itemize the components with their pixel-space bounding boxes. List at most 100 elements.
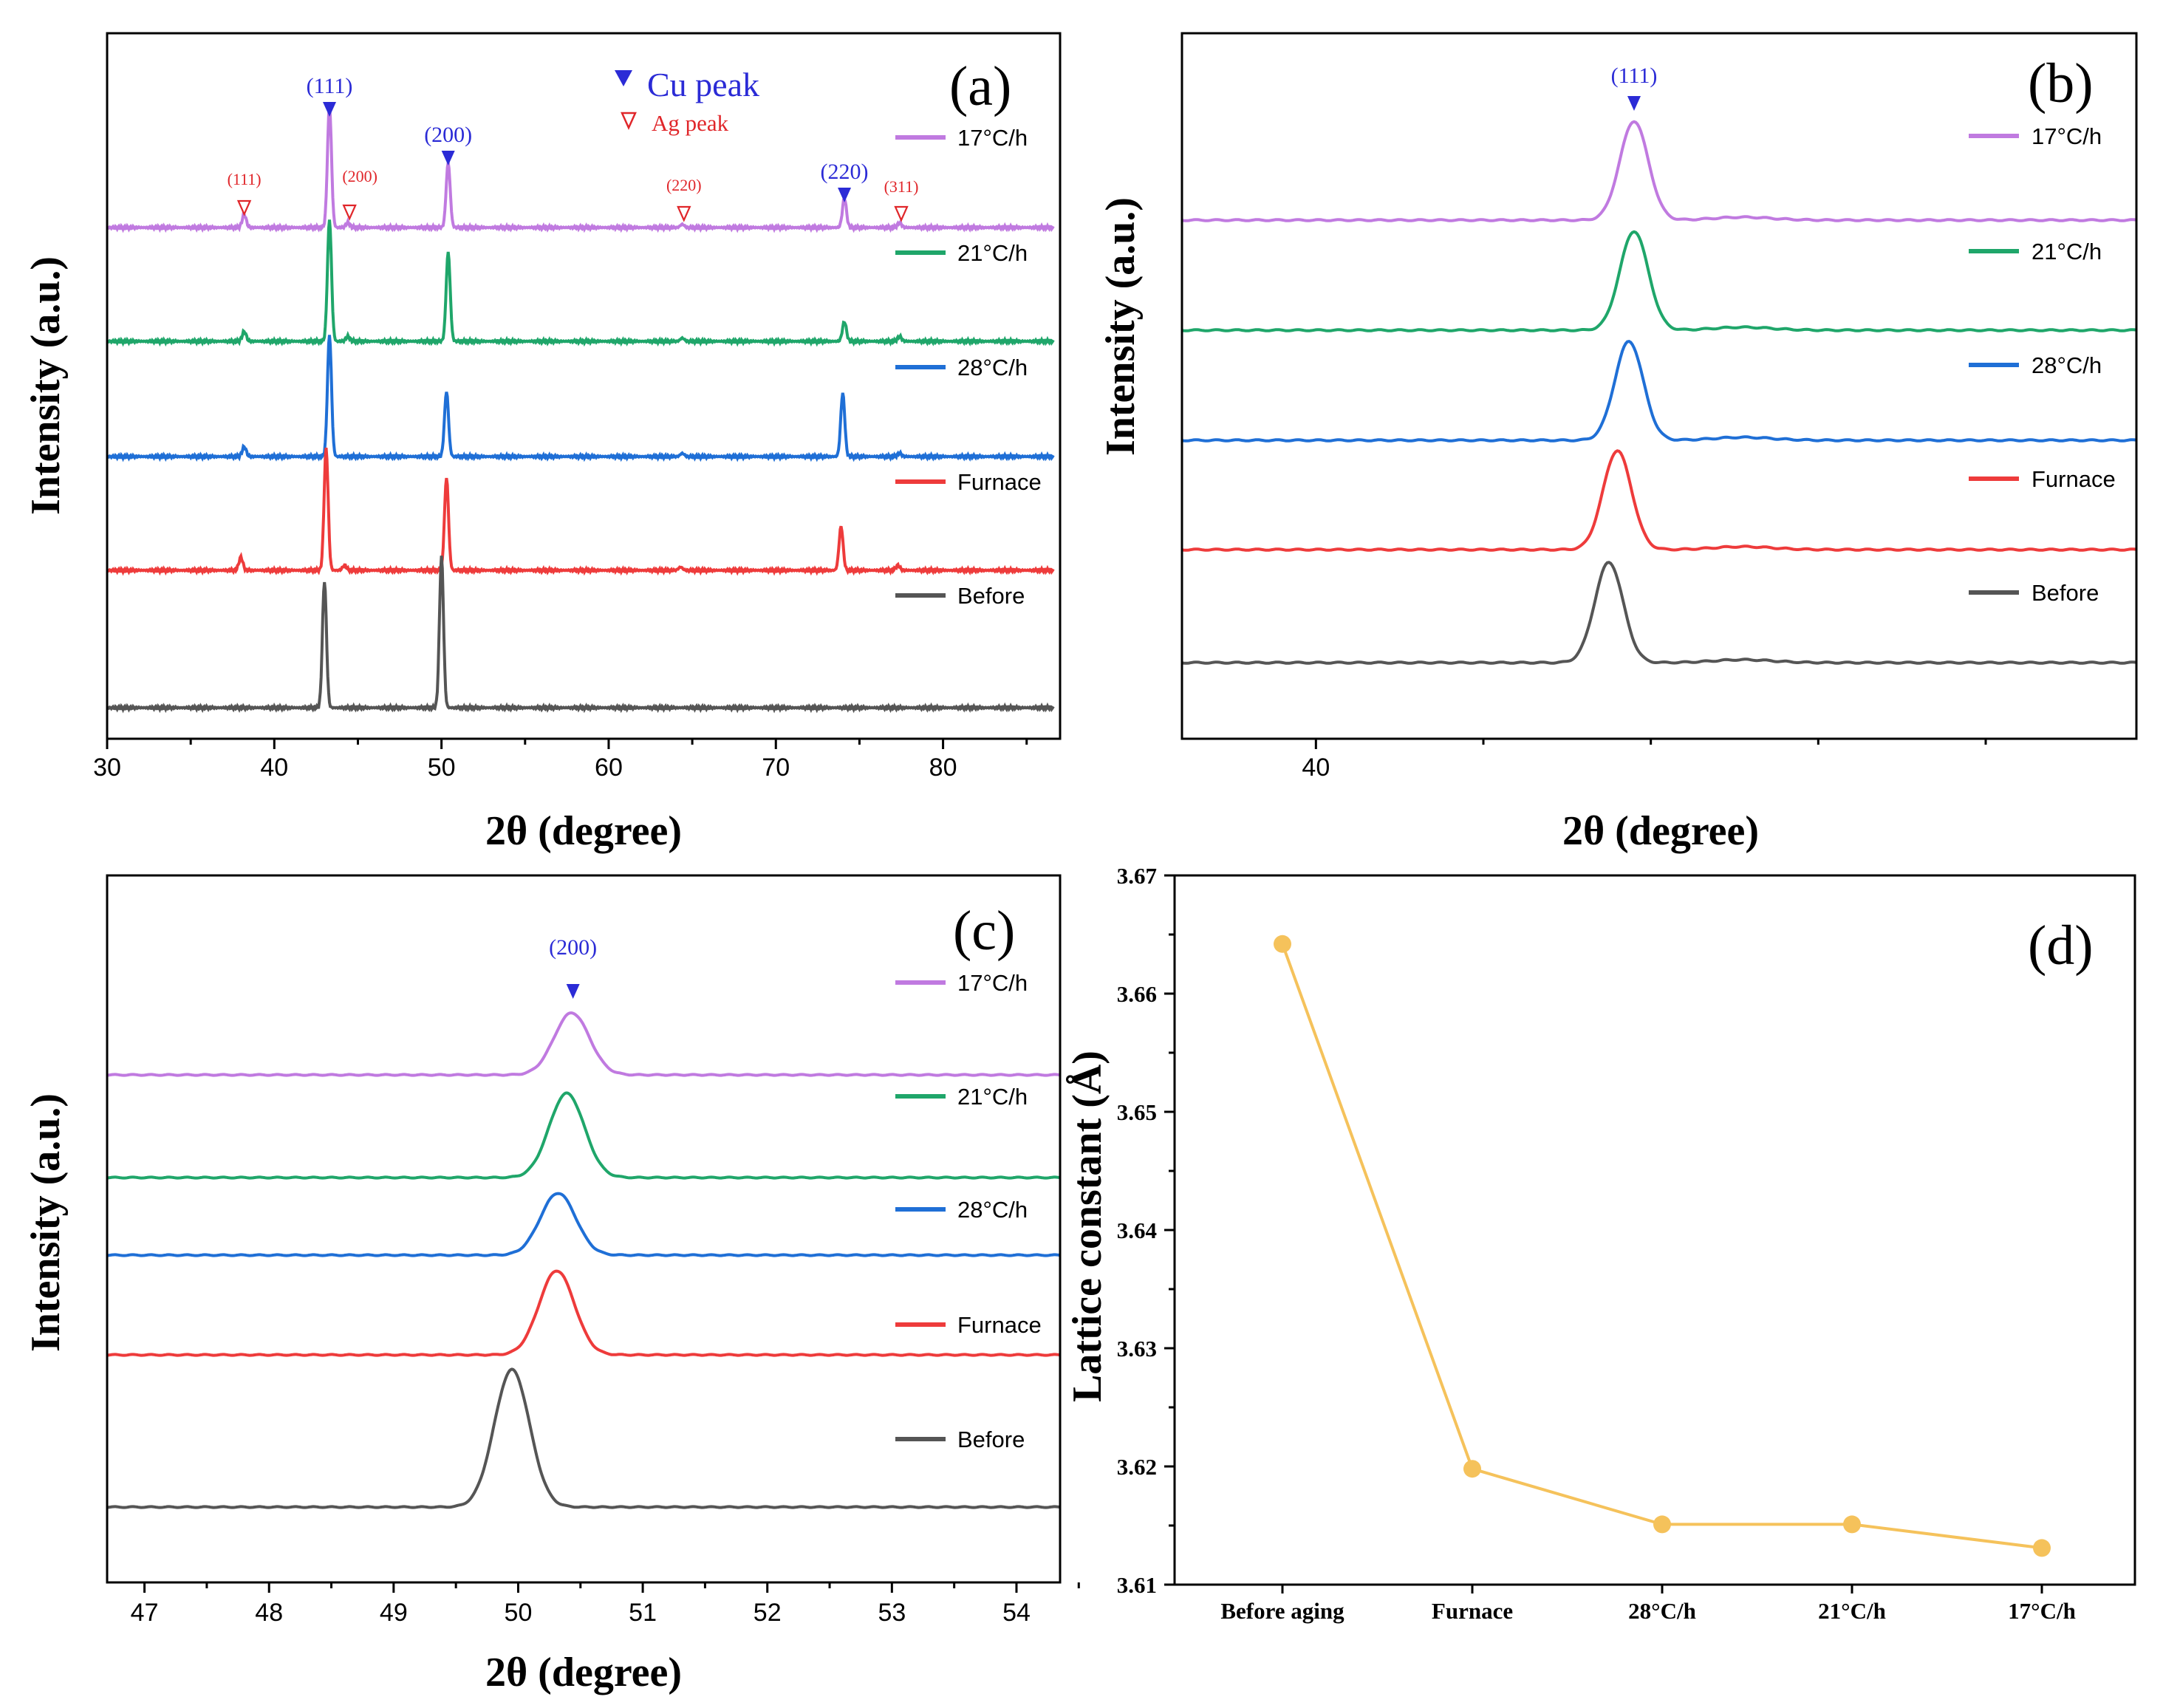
panel-a-x-axis: 30 40 50 60 70 80 [93,739,1028,782]
panel-a-x-title: 2θ (degree) [485,808,682,854]
x-tick-label-70: 70 [762,754,790,782]
data-point-furnace [1463,1460,1481,1478]
data-point-17c-h [2033,1539,2051,1557]
legend-label-21c-h: 21°C/h [957,1084,1028,1110]
panel-d-frame [1173,874,2136,1586]
panel-c-label: (c) [953,900,1015,962]
y-tick-label: 3.65 [1117,1099,1157,1125]
y-tick-label: 3.67 [1117,863,1157,889]
x-category-label-before-aging: Before aging [1220,1598,1344,1624]
cu-peak-label: (111) [307,74,353,98]
cu-peak-label: (200) [424,123,472,147]
legend-label-before: Before [957,1427,1025,1452]
panel-c-x-axis: 47 48 49 50 51 52 53 54 [131,1582,1080,1627]
cu-peak-legend-marker [615,70,632,86]
x-category-label-28c-h: 28°C/h [1628,1598,1696,1624]
panel-c-y-title: Intensity (a.u.) [23,1093,69,1352]
x-category-label-17c-h: 17°C/h [2008,1598,2076,1624]
trace-b-17c-h [1181,120,2137,222]
legend-label-21c-h: 21°C/h [2032,239,2102,264]
cu-peak-marker [1627,96,1641,111]
trace-c-before [106,1367,1061,1509]
x-tick-label-50: 50 [505,1599,533,1627]
trace-c-furnace [106,1269,1061,1357]
x-tick-label-52: 52 [754,1599,782,1627]
cu-peak-marker [441,151,455,165]
panel-c-frame [106,874,1062,1584]
legend-label-17c-h: 17°C/h [957,125,1028,151]
trace-a-28c-h [106,335,1055,462]
x-tick-label-40: 40 [1302,754,1330,782]
ag-peak-label: (111) [228,170,262,188]
x-tick-label-80: 80 [929,754,957,782]
panel-b-x-axis: 40 [1302,739,1987,782]
trace-c-17c-h [106,1011,1061,1077]
panel-b-x-title: 2θ (degree) [1562,808,1759,854]
ag-peak-legend-text: Ag peak [652,110,729,136]
panel-d-label: (d) [2028,915,2094,977]
x-category-label-21c-h: 21°C/h [1818,1598,1886,1624]
x-tick-label-54: 54 [1002,1599,1031,1627]
ag-peak-marker [236,199,252,216]
panel-a-label: (a) [949,55,1011,117]
x-tick-label-50: 50 [428,754,456,782]
trace-b-before [1181,561,2137,665]
x-category-label-furnace: Furnace [1432,1598,1513,1624]
cu-peak-label: (200) [549,935,597,960]
legend-label-before: Before [2032,580,2099,606]
x-tick-label-30: 30 [93,754,121,782]
panel-a-y-title: Intensity (a.u.) [23,256,69,515]
ag-peak-marker [342,204,357,221]
panel-a-legend: 17°C/h 21°C/h 28°C/h Furnace Before [895,125,1042,609]
data-point-21c-h [1843,1515,1861,1534]
ag-peak-legend-marker [621,112,637,131]
panel-a: 30 40 50 60 70 80 17°C/h 21°C/h 28°C/h Furnace Be… [23,32,1062,854]
trace-c-21c-h [106,1091,1061,1180]
panel-c-legend: 17°C/h 21°C/h 28°C/h Furnace Before [895,970,1042,1452]
cu-peak-marker [323,102,336,117]
trace-b-21c-h [1181,230,2137,332]
panel-d: 3.61 3.62 3.63 3.64 3.65 3.66 3.67 Before aging… [1065,863,2136,1624]
trace-a-17c-h [106,106,1055,233]
cu-peak-marker [566,984,580,999]
cu-peak-label: (220) [821,160,869,184]
trace-a-before [106,556,1055,714]
cu-peak-label: (111) [1611,64,1658,88]
y-tick-label: 3.66 [1117,981,1157,1007]
legend-label-28c-h: 28°C/h [2032,352,2102,378]
panel-b-peak-markers: (111) [1611,64,1658,111]
x-tick-label-53: 53 [878,1599,906,1627]
legend-label-28c-h: 28°C/h [957,1197,1028,1223]
x-tick-label-40: 40 [260,754,288,782]
x-tick-label-51: 51 [629,1599,657,1627]
panel-c-x-title: 2θ (degree) [485,1650,682,1695]
x-tick-label-48: 48 [255,1599,283,1627]
legend-label-21c-h: 21°C/h [957,240,1028,266]
y-tick-label: 3.62 [1117,1454,1157,1480]
x-tick-label-49: 49 [380,1599,408,1627]
legend-label-furnace: Furnace [957,469,1042,495]
ag-peak-marker [894,205,909,222]
panel-b-legend: 17°C/h 21°C/h 28°C/h Furnace Before [1969,123,2116,606]
trace-c-28c-h [106,1192,1061,1257]
ag-peak-marker [677,205,691,222]
legend-label-17c-h: 17°C/h [957,970,1028,996]
panel-b-frame [1180,32,2138,740]
y-tick-label: 3.61 [1117,1572,1157,1598]
legend-label-17c-h: 17°C/h [2032,123,2102,149]
legend-label-furnace: Furnace [2032,466,2116,492]
trace-a-21c-h [106,219,1055,347]
panel-c-peak-markers: (200) [549,935,597,999]
panel-a-traces [106,106,1055,714]
panel-d-y-title: Lattice constant (Å) [1065,1051,1110,1402]
trace-b-28c-h [1181,339,2137,443]
trace-b-furnace [1181,449,2137,552]
ag-peak-label: (200) [342,167,377,185]
panel-b: 40 17°C/h 21°C/h 28°C/h Furnace Before (111)… [1098,32,2138,854]
panel-b-traces [1181,120,2137,665]
panel-c-traces [106,1011,1061,1509]
legend-label-before: Before [957,583,1025,609]
panel-a-peak-markers: (111) (200) (220) (111) (200) (220) (311) [228,74,918,222]
data-point-before-aging [1274,935,1291,953]
